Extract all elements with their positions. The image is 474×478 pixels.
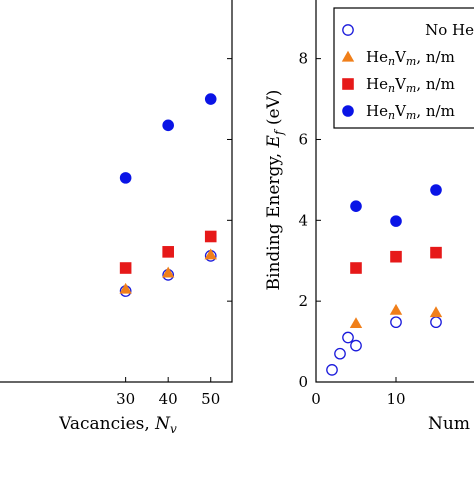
- legend: No He HenVm, n/m HenVm, n/m HenVm, n/m: [333, 7, 474, 129]
- data-point-circle: [390, 215, 402, 227]
- legend-entry-no-he: No He: [425, 21, 474, 39]
- x-tick-label: 40: [159, 390, 178, 408]
- x-tick-label: 30: [116, 390, 135, 408]
- data-point-triangle: [119, 282, 132, 294]
- legend-markers: [341, 24, 355, 117]
- right-x-ticks: 0 10: [311, 377, 406, 408]
- data-point-nohe: [334, 347, 346, 360]
- legend-marker-2: [342, 78, 354, 90]
- data-point-triangle: [349, 317, 363, 329]
- y-tick-label: 4: [298, 211, 308, 229]
- y-tick-label: 8: [298, 50, 308, 68]
- right-x-axis-label: Num: [428, 414, 470, 434]
- x-tick-label: 0: [311, 390, 321, 408]
- data-point-circle: [204, 93, 217, 105]
- legend-box: [333, 7, 474, 129]
- data-point-square: [350, 262, 362, 274]
- data-point-nohe: [342, 331, 354, 344]
- data-point-triangle: [389, 303, 403, 315]
- y-tick-label: 6: [298, 130, 308, 148]
- data-point-circle: [350, 200, 362, 212]
- legend-marker-3: [342, 105, 354, 117]
- data-point-triangle: [429, 306, 443, 318]
- data-point-square: [204, 230, 217, 243]
- right-chart: 0 10 0 2 4 6 8 Num Binding Energy, Ef (eV) No…: [264, 0, 474, 434]
- right-data-points: [326, 184, 443, 376]
- left-chart: 30 40 50 Vacancies, Nv: [0, 0, 233, 436]
- data-point-square: [430, 246, 442, 259]
- legend-marker-1: [341, 50, 355, 62]
- right-y-axis-label: Binding Energy, Ef (eV): [264, 90, 286, 291]
- legend-entry-circle: HenVm, n/m: [366, 102, 455, 122]
- left-x-axis-label: Vacancies, Nv: [58, 414, 177, 436]
- data-point-triangle: [204, 248, 217, 260]
- left-data-points: [119, 93, 217, 297]
- legend-marker-0: [342, 24, 354, 36]
- data-point-square: [162, 246, 174, 258]
- data-point-nohe: [430, 316, 442, 329]
- data-point-circle: [162, 119, 174, 132]
- data-point-triangle: [161, 266, 175, 278]
- data-point-circle: [430, 184, 442, 196]
- left-plot-frame: [0, 0, 233, 383]
- data-point-nohe: [326, 364, 338, 376]
- y-tick-label: 2: [298, 292, 308, 310]
- data-point-square: [119, 262, 132, 274]
- x-tick-label: 50: [201, 390, 220, 408]
- left-x-ticks: 30 40 50: [116, 58, 232, 408]
- x-tick-label: 10: [386, 390, 405, 408]
- y-tick-label: 0: [298, 373, 308, 391]
- legend-entry-square: HenVm, n/m: [366, 75, 455, 95]
- data-point-square: [390, 250, 402, 263]
- data-point-nohe: [390, 316, 402, 329]
- data-point-circle: [119, 172, 132, 184]
- data-point-nohe: [350, 339, 362, 352]
- right-y-ticks: 0 2 4 6 8: [298, 50, 321, 391]
- legend-entry-triangle: HenVm, n/m: [366, 48, 455, 68]
